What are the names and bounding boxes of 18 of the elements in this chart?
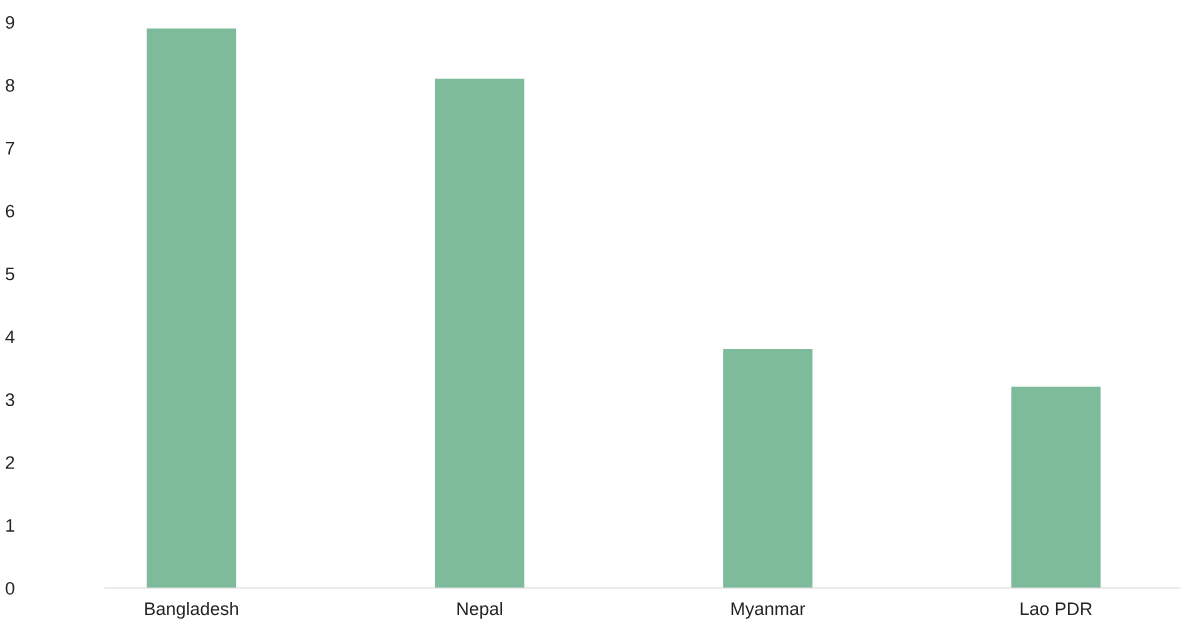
y-tick-label: 0 — [5, 581, 15, 595]
y-tick-label: 8 — [5, 78, 15, 92]
bar — [434, 78, 525, 589]
x-tick-label: Bangladesh — [145, 601, 238, 619]
y-tick-label: 6 — [5, 204, 15, 218]
y-tick-label: 2 — [5, 456, 15, 469]
y-tick-label: 3 — [5, 393, 15, 407]
x-tick-label: Lao PDR — [1020, 602, 1092, 616]
bar — [723, 349, 813, 589]
bar — [1011, 386, 1101, 589]
y-tick-label: 9 — [5, 16, 15, 29]
y-tick-label: 1 — [6, 519, 15, 532]
y-tick-label: 7 — [5, 141, 15, 155]
x-tick-label: Myanmar — [731, 602, 806, 619]
y-tick-label: 4 — [5, 330, 15, 344]
bar — [146, 28, 237, 589]
x-tick-label: Nepal — [457, 601, 502, 619]
y-tick-label: 5 — [5, 267, 15, 281]
